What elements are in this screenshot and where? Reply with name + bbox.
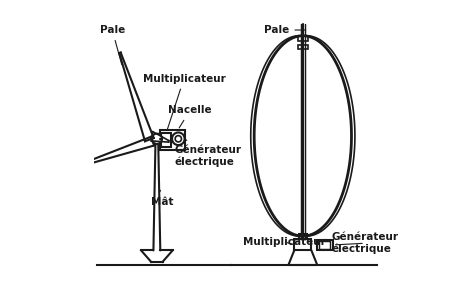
Circle shape bbox=[175, 136, 182, 142]
Text: Pale: Pale bbox=[264, 25, 306, 35]
Bar bbox=[319, 241, 330, 249]
Circle shape bbox=[172, 132, 184, 145]
Text: Multiplicateur: Multiplicateur bbox=[243, 237, 326, 247]
Bar bbox=[161, 133, 171, 147]
Bar bbox=[298, 36, 308, 41]
Bar bbox=[299, 234, 307, 239]
Circle shape bbox=[152, 134, 162, 144]
Bar bbox=[160, 130, 185, 150]
Text: Générateur
électrique: Générateur électrique bbox=[331, 232, 399, 254]
Text: Mât: Mât bbox=[151, 190, 173, 207]
Text: Générateur
électrique: Générateur électrique bbox=[174, 139, 241, 167]
Text: Multiplicateur: Multiplicateur bbox=[143, 74, 225, 130]
Bar bbox=[317, 240, 333, 250]
Bar bbox=[298, 45, 308, 49]
Text: Nacelle: Nacelle bbox=[168, 105, 212, 128]
Bar bbox=[294, 239, 311, 250]
Text: Pale: Pale bbox=[100, 25, 125, 64]
